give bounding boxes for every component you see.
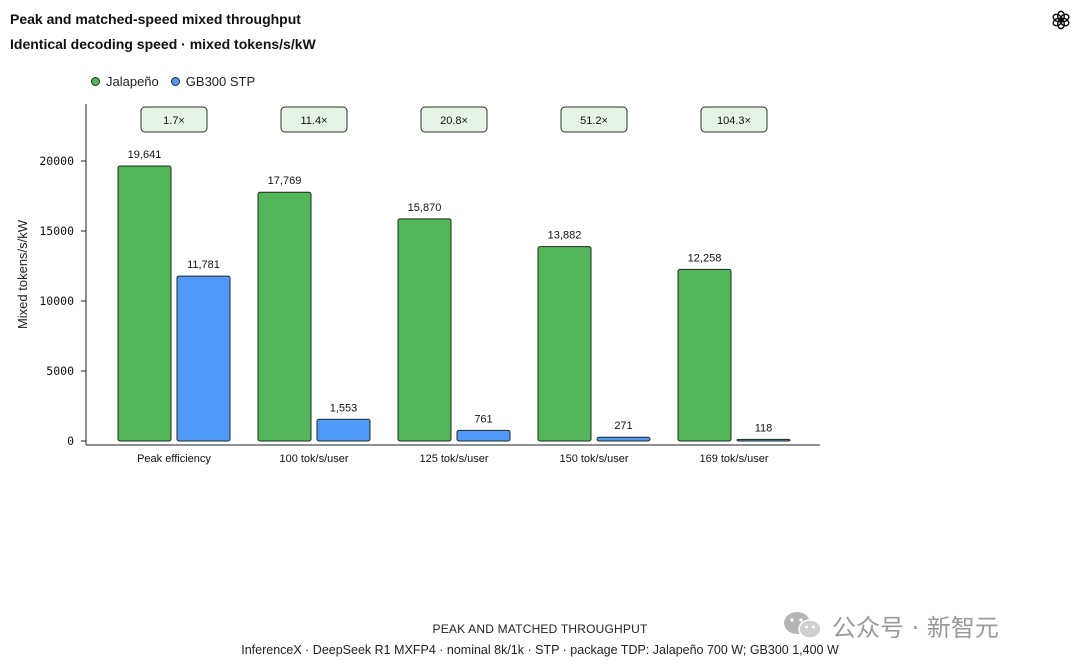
y-tick-label-3: 15000: [39, 224, 74, 238]
x-tick-label-4: 169 tok/s/user: [699, 453, 768, 465]
data-label-jalapeno-3: 13,882: [548, 230, 582, 242]
bar-jalapeno-2: [397, 218, 452, 442]
caption-subtitle: InferenceX · DeepSeek R1 MXFP4 · nominal…: [241, 643, 839, 657]
bar-gb300-3: [596, 436, 651, 442]
ratio-box-3: [560, 106, 628, 133]
chart-legend: Jalapeño GB300 STP: [91, 74, 267, 89]
ratio-label-2: 20.8×: [440, 115, 468, 127]
x-tick-label-3: 150 tok/s/user: [559, 453, 628, 465]
legend-swatch-gb300: [170, 77, 180, 86]
watermark: 公众号 · 新智元: [782, 608, 999, 643]
y-tick-label-1: 5000: [46, 364, 74, 378]
legend-label-jalapeno: Jalapeño: [106, 74, 159, 89]
data-label-jalapeno-2: 15,870: [408, 202, 442, 214]
wechat-icon: [784, 611, 822, 639]
bar-gb300-2: [456, 429, 511, 442]
bar-jalapeno-3: [537, 246, 592, 442]
y-tick-label-4: 20000: [39, 154, 74, 168]
legend-item-gb300: GB300 STP: [170, 74, 256, 89]
watermark-text: 公众号 · 新智元: [832, 614, 999, 642]
ratio-label-1: 11.4×: [300, 115, 327, 127]
legend-swatch-jalapeno: [91, 77, 100, 86]
ratio-label-3: 51.2×: [580, 115, 608, 127]
bar-gb300-0: [176, 275, 231, 442]
x-tick-label-2: 125 tok/s/user: [419, 453, 488, 465]
data-label-gb300-4: 118: [755, 422, 773, 434]
data-label-gb300-2: 761: [474, 413, 492, 425]
y-tick-label-2: 10000: [39, 294, 74, 308]
ratio-label-0: 1.7×: [163, 115, 185, 127]
data-label-gb300-1: 1,553: [330, 402, 358, 414]
openai-logo-icon: [1052, 10, 1070, 30]
ratio-box-1: [280, 106, 348, 133]
ratio-box-0: [140, 106, 208, 133]
chart-title: Peak and matched-speed mixed throughput: [10, 11, 301, 27]
legend-item-jalapeno: Jalapeño: [91, 74, 159, 89]
chart-subtitle: Identical decoding speed · mixed tokens/…: [10, 36, 316, 52]
ratio-box-4: [700, 106, 768, 133]
x-tick-label-0: Peak efficiency: [137, 453, 211, 465]
ratio-label-4: 104.3×: [717, 115, 751, 127]
caption-title: PEAK AND MATCHED THROUGHPUT: [432, 622, 648, 636]
data-label-gb300-3: 271: [614, 420, 632, 432]
bar-jalapeno-1: [257, 191, 312, 442]
x-tick-label-1: 100 tok/s/user: [279, 453, 348, 465]
data-label-jalapeno-0: 19,641: [128, 149, 162, 161]
y-axis-label: Mixed tokens/s/kW: [15, 219, 30, 329]
data-label-jalapeno-4: 12,258: [688, 252, 722, 264]
legend-label-gb300: GB300 STP: [185, 74, 256, 89]
y-tick-label-0: 0: [67, 434, 74, 448]
bar-gb300-4: [736, 438, 791, 442]
ratio-box-2: [420, 106, 488, 133]
data-label-jalapeno-1: 17,769: [268, 175, 302, 187]
bar-jalapeno-0: [117, 165, 172, 442]
data-label-gb300-0: 11,781: [187, 259, 220, 271]
bar-gb300-1: [316, 418, 371, 442]
bar-jalapeno-4: [677, 268, 732, 442]
